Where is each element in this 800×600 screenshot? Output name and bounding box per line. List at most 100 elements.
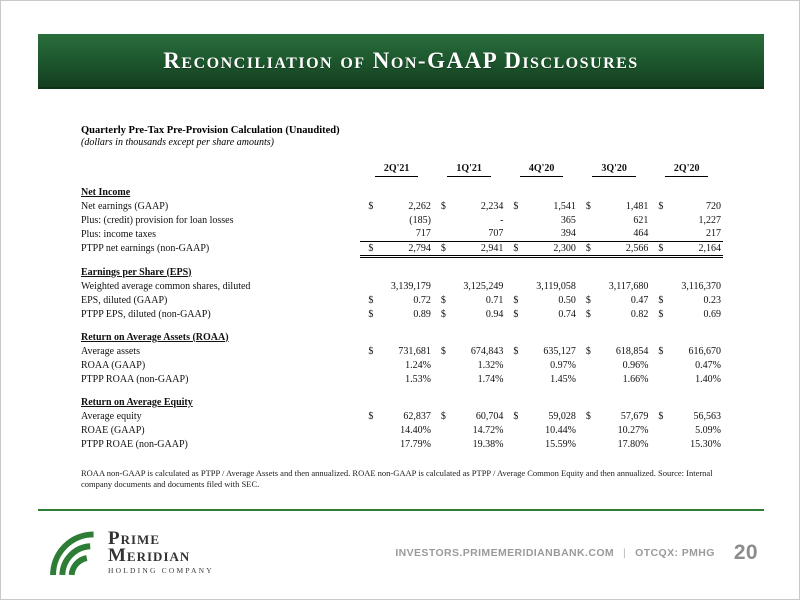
cell-value: 0.82 <box>630 308 649 320</box>
table-row: PTPP ROAA (non-GAAP) 1.53% 1.74% 1.45% 1.66%… <box>81 372 723 386</box>
table-area: Quarterly Pre-Tax Pre-Provision Calculat… <box>81 125 723 490</box>
dollar-sign-cell: $ <box>658 345 664 357</box>
table-row: EPS, diluted (GAAP) $0.72 $0.71 $0.50 $0.47 $… <box>81 293 723 307</box>
dollar-sign-cell <box>360 372 375 386</box>
cell-value: 1,481 <box>625 200 649 212</box>
cell-value: 60,704 <box>475 410 504 422</box>
cell-value: 717 <box>415 228 431 240</box>
dollar-sign-cell <box>433 437 448 451</box>
row-label: PTPP net earnings (non-GAAP) <box>81 243 210 254</box>
cell-value: 3,117,680 <box>608 280 649 292</box>
dollar-sign-cell: $ <box>440 200 446 212</box>
footer: Prime Meridian HOLDING COMPANY INVESTORS… <box>38 515 764 590</box>
cell-value: 707 <box>488 228 504 240</box>
dollar-sign-cell: $ <box>513 200 519 212</box>
cell-value: 3,125,249 <box>463 280 504 292</box>
section-title: Net Income <box>81 186 131 198</box>
cell-value: 1.40% <box>695 373 721 385</box>
table-row: PTPP EPS, diluted (non-GAAP) $0.89 $0.94 $0… <box>81 307 723 321</box>
table-row: Net earnings (GAAP) $2,262 $2,234 $1,541 $1,… <box>81 199 723 213</box>
cell-value: 635,127 <box>543 345 576 357</box>
dollar-sign-cell: $ <box>360 240 376 258</box>
cell-value: 1.45% <box>550 373 576 385</box>
row-label: PTPP ROAA (non-GAAP) <box>81 373 189 385</box>
column-header-2q20: 2Q'20 <box>650 162 723 185</box>
logo-name-line2: Meridian <box>108 545 191 566</box>
table-row: Plus: income taxes 717 707 394 464 217 <box>81 227 723 241</box>
cell-value: 1.74% <box>477 373 504 385</box>
cell-value: 0.47% <box>695 359 721 371</box>
dollar-sign-cell: $ <box>658 294 664 306</box>
section-spacer <box>81 451 723 460</box>
cell-value: 0.96% <box>622 359 649 371</box>
dollar-sign-cell: $ <box>585 308 591 320</box>
dollar-sign-cell: $ <box>368 345 374 357</box>
table-row: Plus: (credit) provision for loan losses… <box>81 213 723 227</box>
company-logo: Prime Meridian HOLDING COMPANY <box>48 526 214 580</box>
section-header-row: Return on Average Assets (ROAA) <box>81 330 723 344</box>
dollar-sign-cell <box>578 372 593 386</box>
cell-value: 10.44% <box>545 424 576 436</box>
dollar-sign-cell <box>650 372 665 386</box>
row-label: Plus: income taxes <box>81 228 156 240</box>
cell-value: 394 <box>560 228 576 240</box>
dollar-sign-cell <box>360 358 375 372</box>
dollar-sign-cell <box>578 358 593 372</box>
cell-value: 0.23 <box>703 294 722 306</box>
logo-tagline: HOLDING COMPANY <box>108 566 214 575</box>
row-label: ROAA (GAAP) <box>81 359 146 371</box>
column-header-4q20: 4Q'20 <box>505 162 578 185</box>
cell-value: 1.24% <box>405 359 431 371</box>
dollar-sign-cell <box>433 279 448 293</box>
dollar-sign-cell <box>505 437 520 451</box>
cell-value: 0.71 <box>485 294 504 306</box>
dollar-sign-cell <box>433 358 448 372</box>
dollar-sign-cell: $ <box>432 240 448 258</box>
cell-value: - <box>500 214 504 226</box>
table-body: Net Income Net earnings (GAAP) $2,262 $2,23… <box>81 185 723 460</box>
dollar-sign-cell: $ <box>650 240 666 258</box>
dollar-sign-cell <box>650 279 665 293</box>
cell-value: 10.27% <box>617 424 649 436</box>
dollar-sign-cell: $ <box>505 240 521 258</box>
dollar-sign-cell: $ <box>585 345 591 357</box>
dollar-sign-cell: $ <box>577 240 593 258</box>
slide-title: Reconciliation of Non-GAAP Disclosures <box>163 47 639 73</box>
dollar-sign-cell <box>433 227 448 241</box>
cell-value: 0.47 <box>630 294 649 306</box>
cell-value: 14.72% <box>472 424 504 436</box>
dollar-sign-cell <box>433 213 448 227</box>
dollar-sign-cell <box>650 437 665 451</box>
cell-value: 17.80% <box>617 438 649 450</box>
table-row: Average equity $62,837 $60,704 $59,028 $57,6… <box>81 409 723 423</box>
cell-value: 5.09% <box>695 424 721 436</box>
table-row: ROAE (GAAP) 14.40% 14.72% 10.44% 10.27% 5.09% <box>81 423 723 437</box>
dollar-sign-cell: $ <box>513 308 519 320</box>
table-row: PTPP ROAE (non-GAAP) 17.79% 19.38% 15.59% 17… <box>81 437 723 451</box>
table-heading: Quarterly Pre-Tax Pre-Provision Calculat… <box>81 125 340 136</box>
dollar-sign-cell <box>360 227 375 241</box>
page-number: 20 <box>733 540 758 564</box>
cell-value: 720 <box>706 200 721 212</box>
dollar-sign-cell: $ <box>513 345 519 357</box>
row-label: Net earnings (GAAP) <box>81 200 169 212</box>
title-banner: Reconciliation of Non-GAAP Disclosures <box>38 34 764 89</box>
dollar-sign-cell: $ <box>368 294 374 306</box>
footer-info: INVESTORS.PRIMEMERIDIANBANK.COM | OTCQX:… <box>395 541 758 565</box>
dollar-sign-cell <box>505 423 520 437</box>
dollar-sign-cell: $ <box>585 410 591 422</box>
cell-value: 0.50 <box>558 294 576 306</box>
cell-value: 621 <box>633 214 649 226</box>
dollar-sign-cell: $ <box>440 308 446 320</box>
logo-swoosh-icon <box>50 530 94 575</box>
table-row: ROAA (GAAP) 1.24% 1.32% 0.97% 0.96% 0.47% <box>81 358 723 372</box>
dollar-sign-cell: $ <box>658 200 664 212</box>
dollar-sign-cell: $ <box>368 410 374 422</box>
dollar-sign-cell: $ <box>368 308 374 320</box>
cell-value: 731,681 <box>398 345 431 357</box>
cell-value: 3,116,370 <box>681 280 721 292</box>
table-row: Weighted average common shares, diluted 3… <box>81 279 723 293</box>
row-label: PTPP ROAE (non-GAAP) <box>81 438 188 450</box>
row-label: PTPP EPS, diluted (non-GAAP) <box>81 308 211 320</box>
